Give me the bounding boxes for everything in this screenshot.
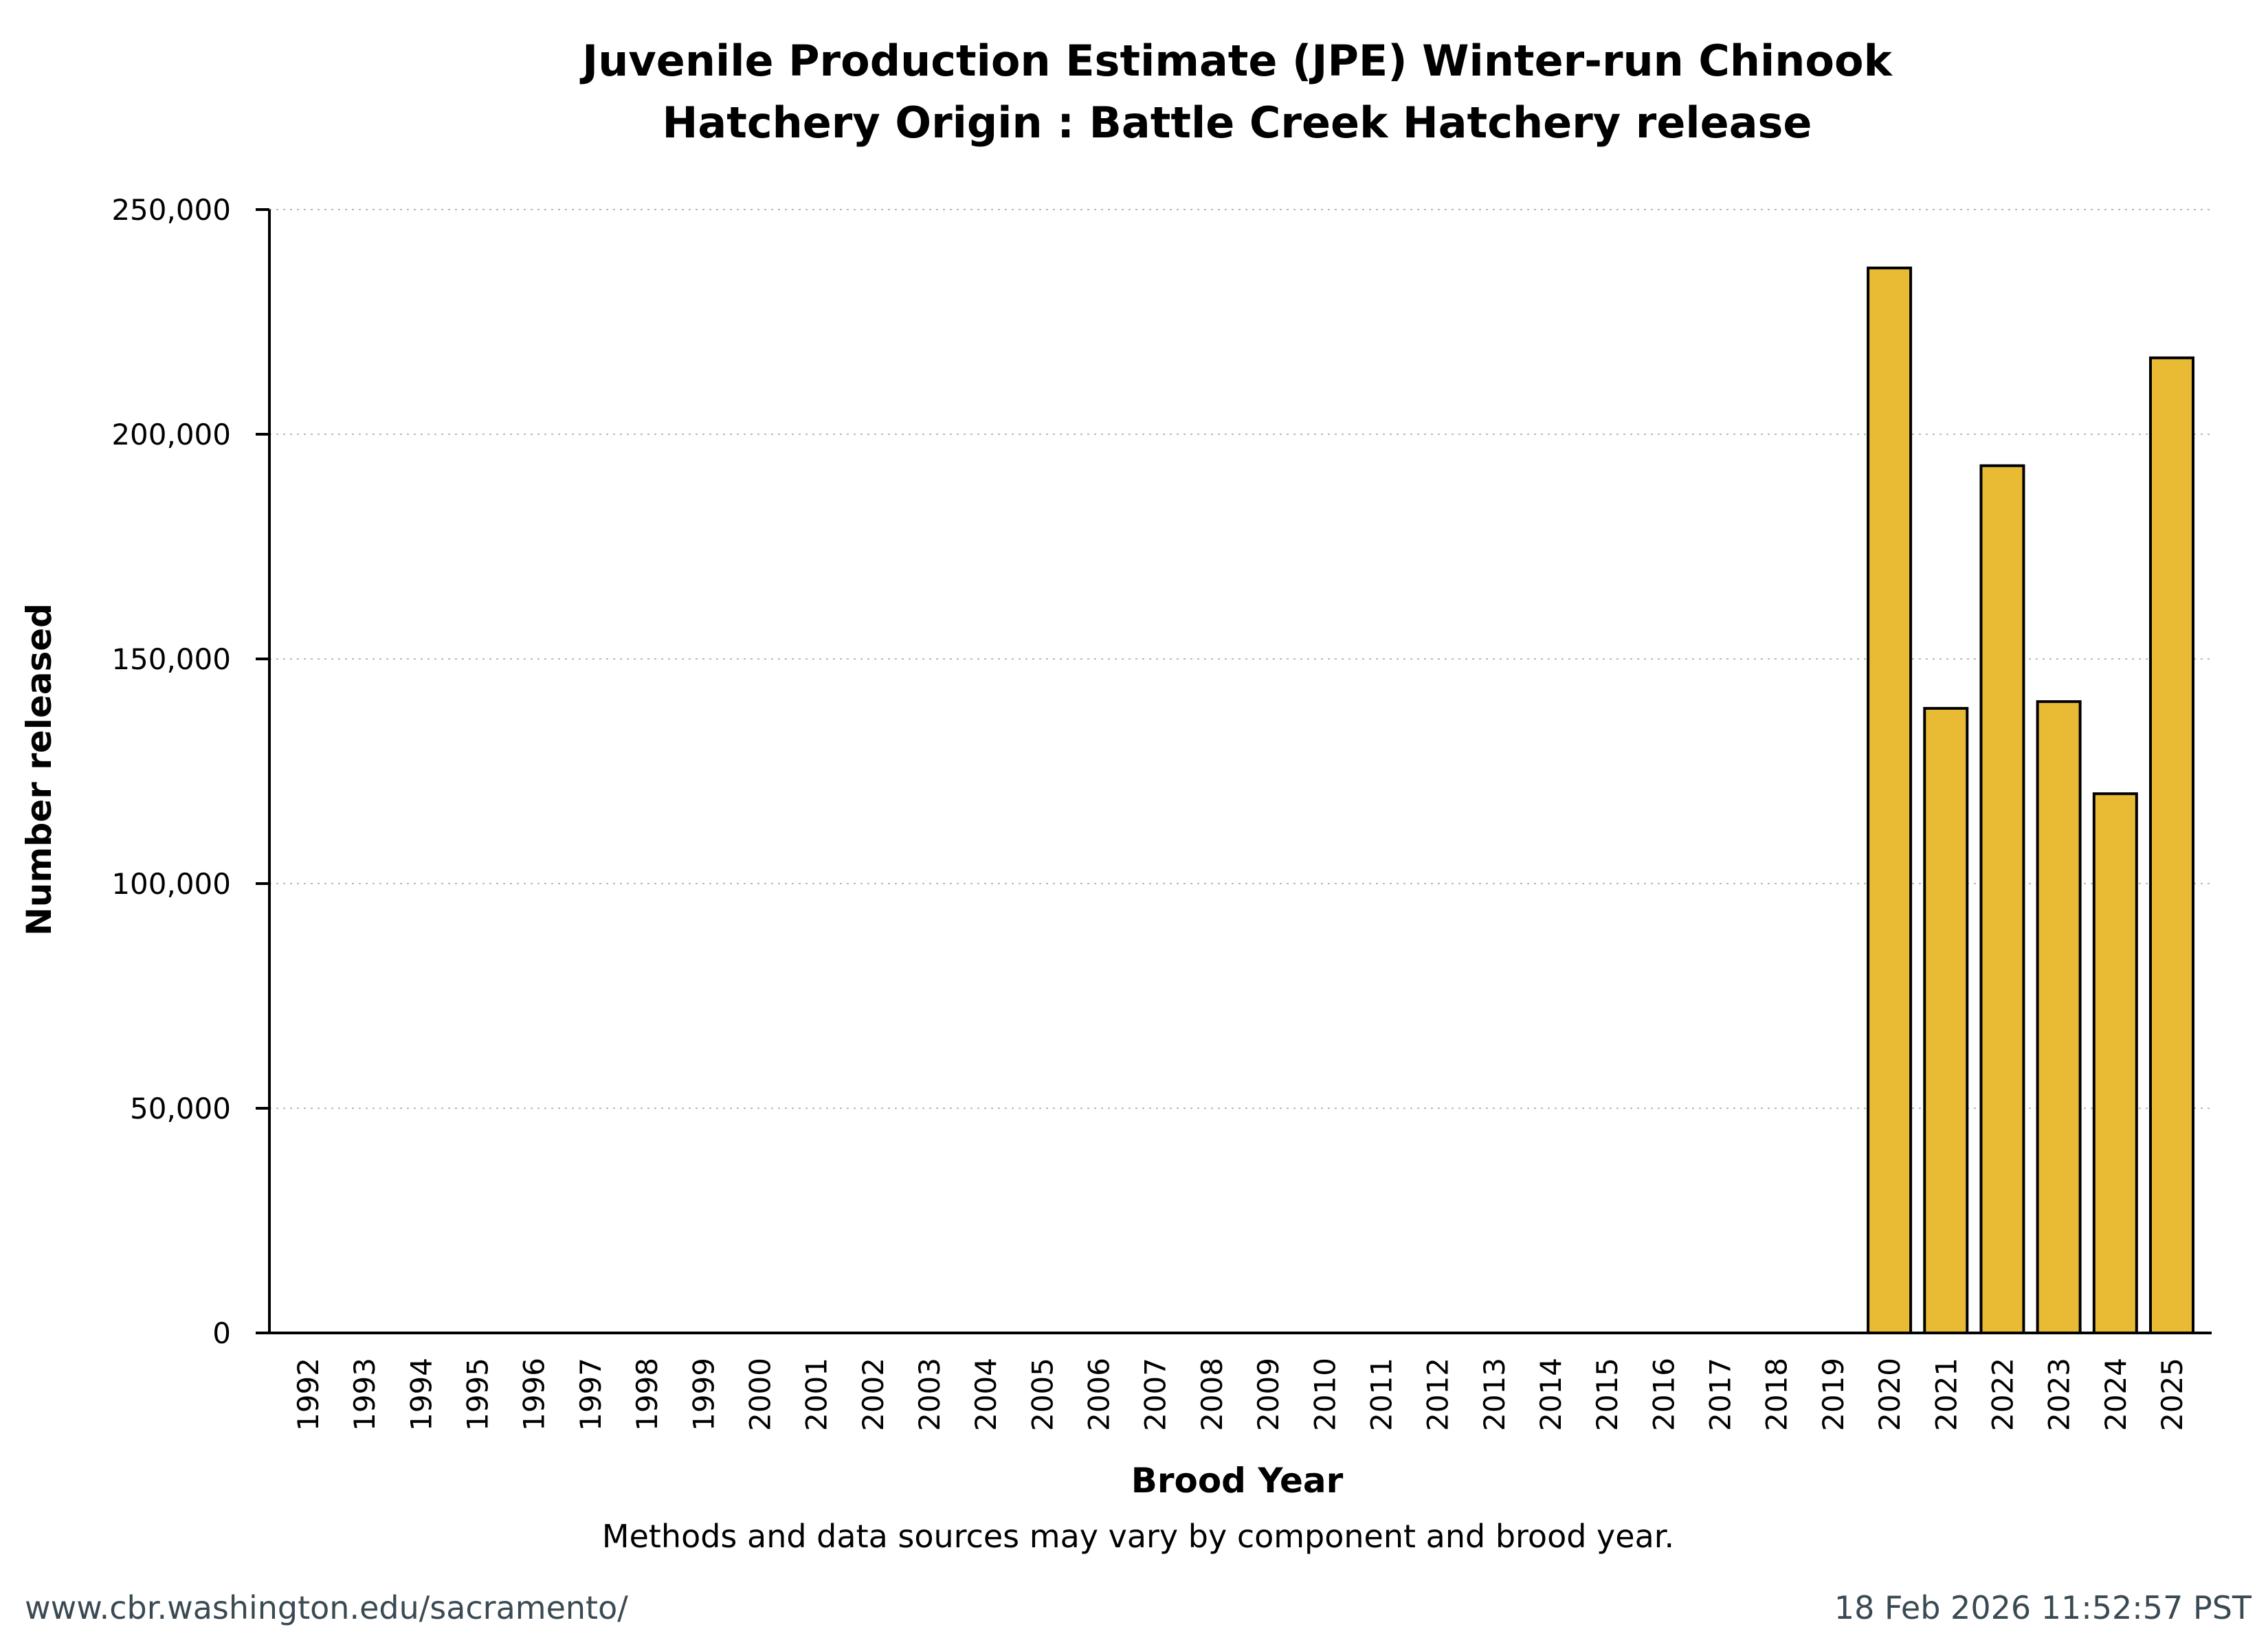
x-tick-label: 2014 [1534, 1358, 1568, 1431]
bar-2022 [1979, 464, 2025, 1334]
x-tick-label: 2010 [1308, 1358, 1342, 1431]
x-tick-label: 2002 [856, 1358, 890, 1431]
bar-2025 [2149, 356, 2194, 1335]
x-tick-label: 2011 [1364, 1358, 1398, 1431]
x-tick-label: 2007 [1139, 1358, 1172, 1431]
x-tick-label: 1992 [291, 1358, 325, 1431]
x-tick-label: 1993 [348, 1358, 381, 1431]
y-tick-label: 250,000 [111, 193, 231, 227]
x-axis-title: Brood Year [1131, 1461, 1344, 1501]
y-tick-label: 150,000 [111, 642, 231, 676]
x-tick-label: 1998 [630, 1358, 664, 1431]
x-tick-label: 2000 [743, 1358, 777, 1431]
axes [256, 210, 2212, 1334]
x-tick-label: 2020 [1873, 1358, 1906, 1431]
y-tick-label: 100,000 [111, 867, 231, 901]
chart-subtitle: Hatchery Origin : Battle Creek Hatchery … [662, 98, 1812, 148]
x-tick-label: 1995 [461, 1358, 495, 1431]
x-tick-label: 2008 [1195, 1358, 1229, 1431]
methods-note: Methods and data sources may vary by com… [602, 1518, 1674, 1555]
y-tick-label: 0 [212, 1316, 231, 1350]
x-tick-label: 2024 [2099, 1358, 2133, 1431]
x-tick-label: 2019 [1816, 1358, 1850, 1431]
bar-2021 [1923, 706, 1969, 1334]
x-tick-label: 2004 [969, 1358, 1003, 1431]
footer-url: www.cbr.washington.edu/sacramento/ [25, 1589, 628, 1626]
x-tick-label: 2018 [1760, 1358, 1794, 1431]
x-tick-label: 2021 [1929, 1358, 1963, 1431]
x-tick-label: 1996 [518, 1358, 551, 1431]
x-tick-label: 2025 [2155, 1358, 2189, 1431]
x-tick-label: 2005 [1025, 1358, 1059, 1431]
bar-2023 [2036, 700, 2082, 1334]
x-tick-label: 2015 [1590, 1358, 1624, 1431]
x-tick-label: 1999 [687, 1358, 720, 1431]
bars [1867, 267, 2194, 1335]
y-axis-ticks: 0 50,000 100,000 150,000 200,000 250,000 [111, 193, 269, 1350]
y-tick-label: 200,000 [111, 418, 231, 451]
gridlines [269, 209, 2212, 1109]
x-tick-label: 1994 [404, 1358, 438, 1431]
chart-title: Juvenile Production Estimate (JPE) Winte… [579, 36, 1893, 86]
x-tick-label: 2017 [1704, 1358, 1737, 1431]
x-tick-label: 1997 [574, 1358, 608, 1431]
y-axis-title: Number released [19, 603, 59, 936]
x-tick-label: 2012 [1421, 1358, 1455, 1431]
bar-2024 [2092, 792, 2138, 1334]
x-axis-ticks: 1992 1993 1994 1995 1996 1997 1998 1999 2000 2001… [291, 1358, 2189, 1431]
x-tick-label: 2009 [1252, 1358, 1285, 1431]
y-tick-label: 50,000 [130, 1092, 231, 1125]
footer-timestamp: 18 Feb 2026 11:52:57 PST [1834, 1589, 2252, 1626]
x-tick-label: 2013 [1478, 1358, 1511, 1431]
x-tick-label: 2001 [800, 1358, 834, 1431]
x-tick-label: 2003 [913, 1358, 946, 1431]
x-tick-label: 2006 [1082, 1358, 1116, 1431]
x-tick-label: 2016 [1647, 1358, 1680, 1431]
bar-2020 [1867, 267, 1913, 1334]
x-tick-label: 2023 [2043, 1358, 2076, 1431]
x-tick-label: 2022 [1986, 1358, 2019, 1431]
